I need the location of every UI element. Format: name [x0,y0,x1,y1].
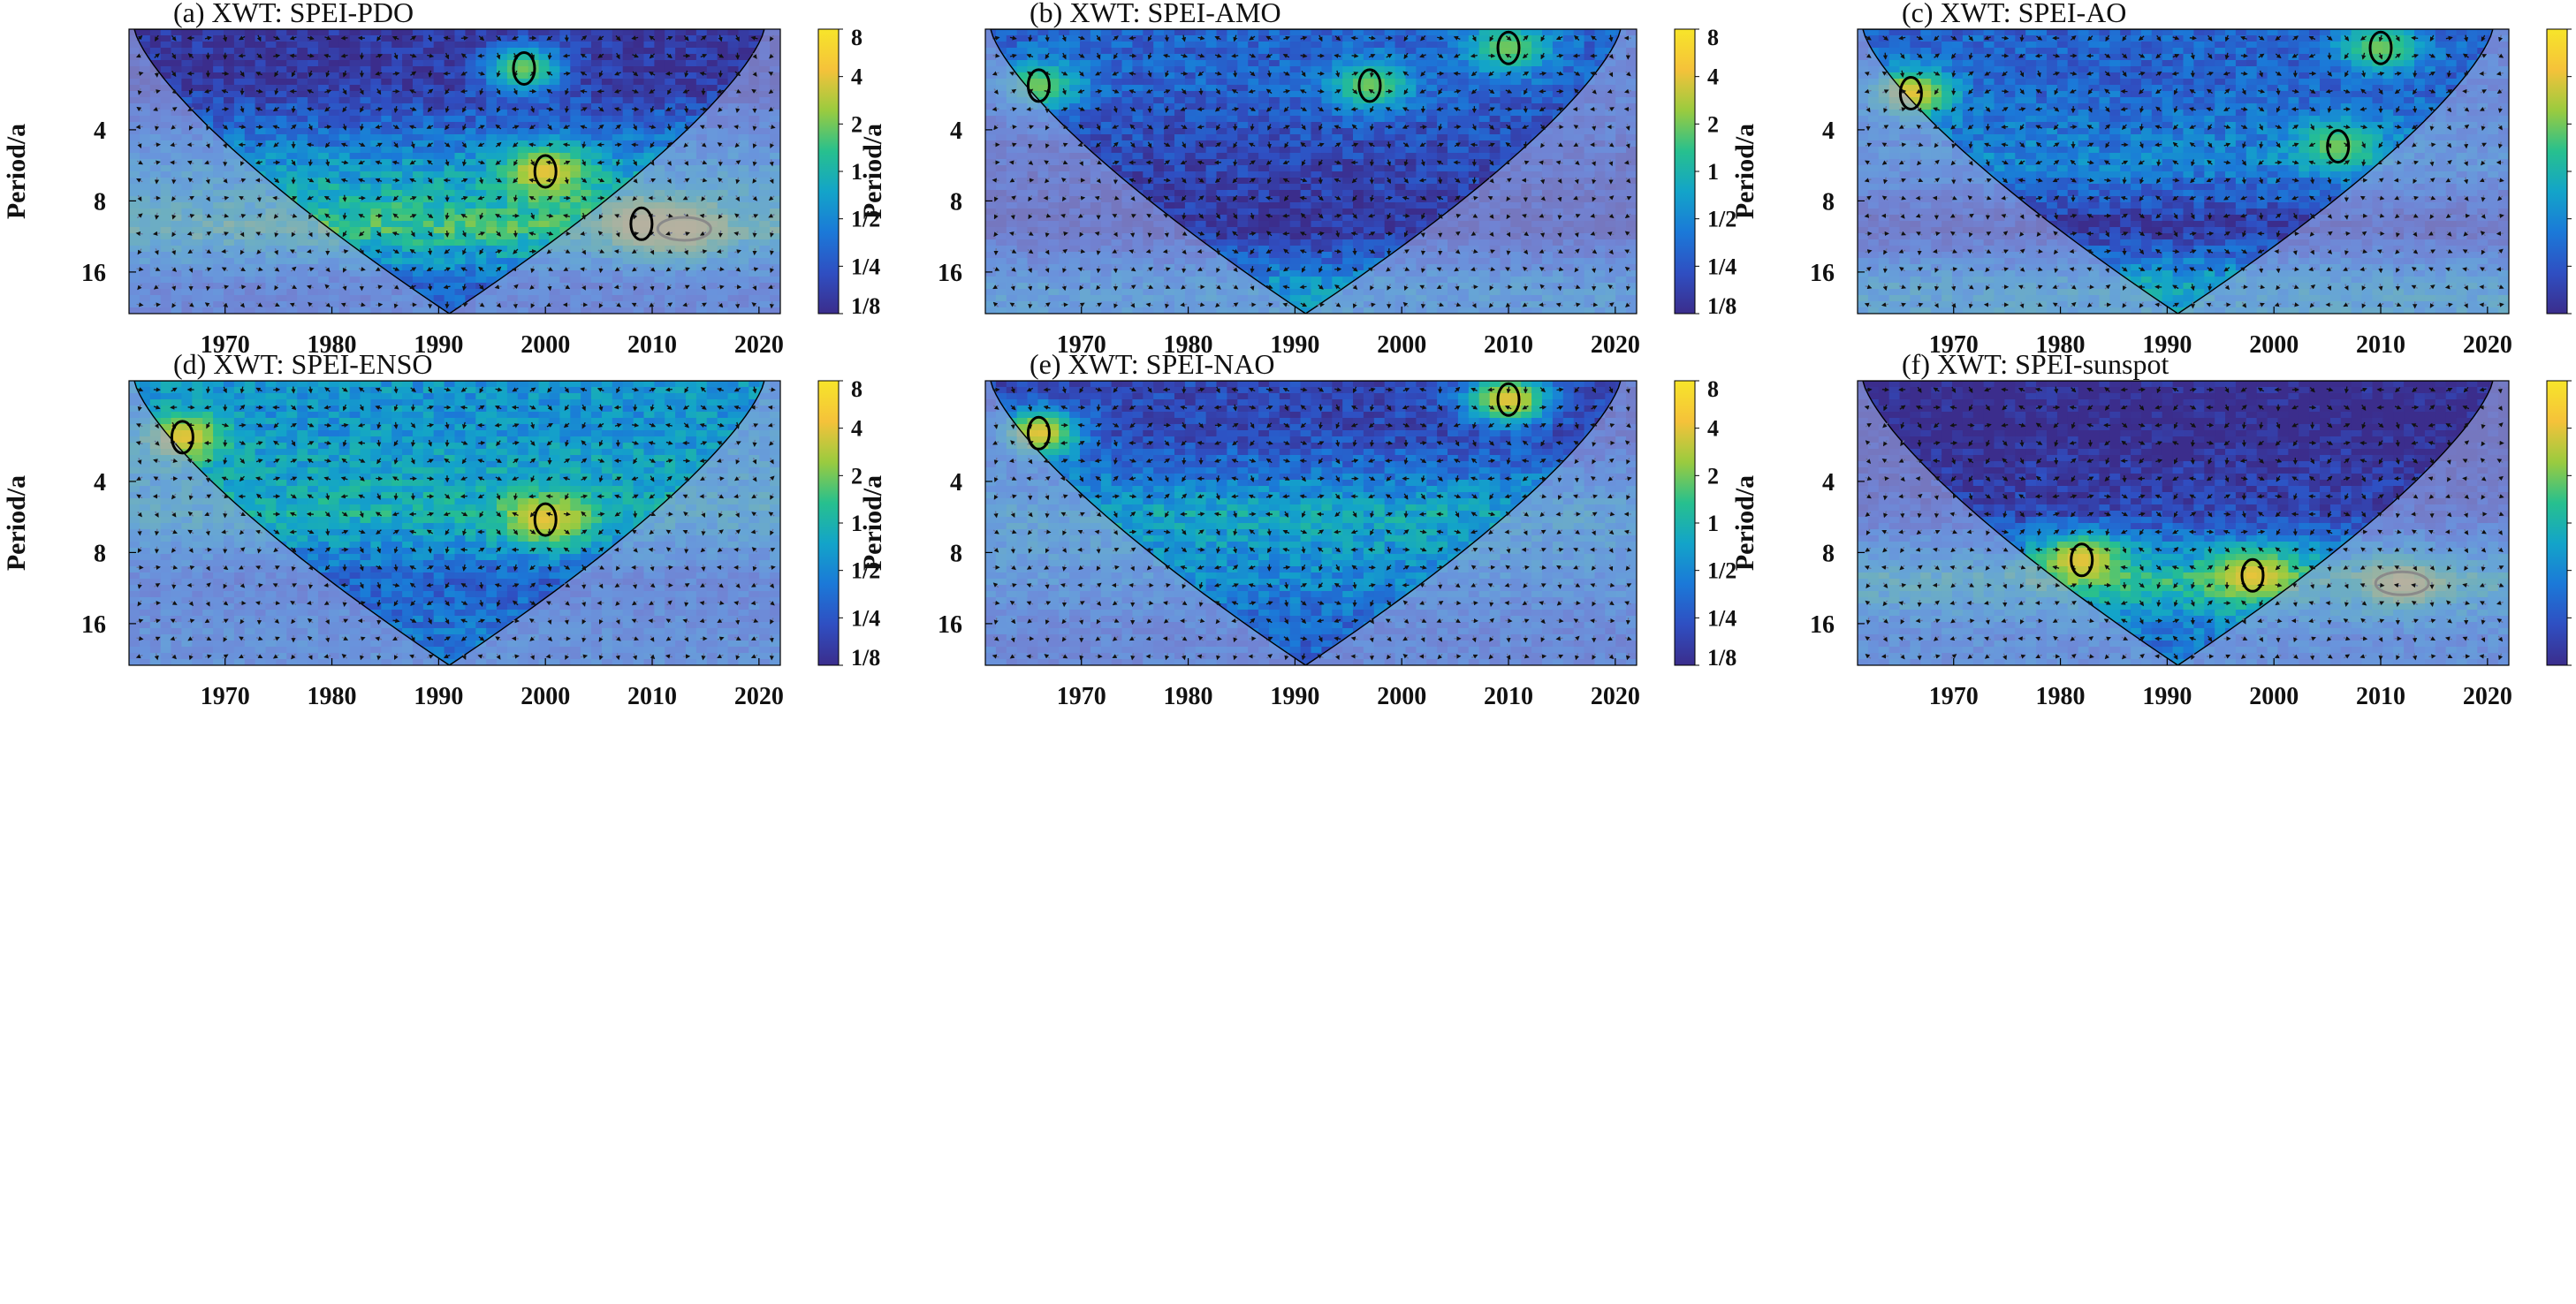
x-tick-label: 2020 [2463,331,2512,359]
x-tick-label: 1990 [1270,683,1319,710]
x-tick-label: 1990 [414,683,463,710]
x-tick-label: 2020 [1591,683,1640,710]
x-tick-label: 1970 [201,683,250,710]
colorbar [818,29,839,314]
x-tick-label: 2020 [734,683,784,710]
panel-title: (d) XWT: SPEI-ENSO [173,348,432,380]
x-tick-label: 2010 [2356,331,2405,359]
colorbar [2547,381,2567,665]
x-tick-label: 2010 [627,683,677,710]
x-tick-label: 2000 [1377,331,1426,359]
y-tick-label: 4 [94,469,106,497]
x-tick-label: 2010 [2356,683,2405,710]
colorbar-tick-label: 1/4 [851,605,880,631]
colorbar-tick-label: 8 [1707,376,1719,402]
colorbar-tick-label: 1/8 [851,645,880,671]
x-tick-label: 2010 [1484,331,1533,359]
colorbar-tick-label: 8 [1707,25,1719,50]
colorbar-tick-label: 1/8 [1707,293,1736,319]
colorbar-tick-label: 1/4 [851,254,880,279]
x-tick-label: 1980 [308,683,357,710]
y-tick-label: 4 [94,118,106,145]
colorbar-tick-label: 1/8 [1707,645,1736,671]
y-tick-label: 4 [1822,118,1835,145]
colorbar-tick-label: 8 [851,25,862,50]
colorbar-tick-label: 4 [851,64,862,90]
y-tick-label: 16 [1810,611,1835,639]
y-axis-label: Period/a [858,124,887,219]
y-tick-label: 8 [950,188,962,216]
x-tick-label: 1990 [1270,331,1319,359]
colorbar [1675,381,1695,665]
colorbar-tick-label: 4 [851,416,862,442]
x-tick-label: 2000 [521,331,570,359]
x-tick-label: 1970 [1057,683,1106,710]
colorbar-tick-label: 1/8 [851,293,880,319]
y-tick-label: 8 [94,540,106,567]
y-tick-label: 16 [81,260,106,287]
xwt-panel-6: (f) XWT: SPEI-sunspot Period/a 4 8 16 1970 198… [1730,348,2576,710]
y-tick-label: 8 [950,540,962,567]
y-tick-label: 8 [94,188,106,216]
y-tick-label: 16 [1810,260,1835,287]
colorbar-tick-label: 1 [1707,511,1719,536]
x-tick-label: 2020 [734,331,784,359]
y-tick-label: 4 [950,118,962,145]
colorbar [2547,29,2567,314]
xwt-panel-5: (e) XWT: SPEI-NAO Period/a 4 8 16 1970 1980 199… [858,348,1736,710]
panel-title: (e) XWT: SPEI-NAO [1030,348,1274,380]
x-tick-label: 2010 [1484,683,1533,710]
y-axis-label: Period/a [858,475,887,571]
colorbar-tick-label: 8 [851,376,862,402]
xwt-panel-4: (d) XWT: SPEI-ENSO Period/a 4 8 16 1970 1980 19… [2,348,880,710]
panel-title: (b) XWT: SPEI-AMO [1030,0,1281,28]
colorbar [1675,29,1695,314]
y-tick-label: 8 [1822,188,1835,216]
colorbar-tick-label: 4 [1707,64,1719,90]
y-axis-label: Period/a [2,475,31,571]
x-tick-label: 2020 [2463,683,2512,710]
colorbar-tick-label: 1/4 [1707,254,1736,279]
x-tick-label: 2020 [1591,331,1640,359]
x-tick-label: 2000 [2249,683,2299,710]
x-tick-label: 2010 [627,331,677,359]
colorbar [818,381,839,665]
panel-title: (a) XWT: SPEI-PDO [173,0,414,28]
y-tick-label: 8 [1822,540,1835,567]
x-tick-label: 2000 [1377,683,1426,710]
y-tick-label: 16 [938,611,962,639]
y-axis-label: Period/a [1730,124,1759,219]
colorbar-tick-label: 1/4 [1707,605,1736,631]
x-tick-label: 2000 [521,683,570,710]
colorbar-tick-label: 2 [1707,463,1719,489]
colorbar-tick-label: 2 [1707,111,1719,137]
x-tick-label: 1980 [2036,683,2086,710]
y-tick-label: 16 [81,611,106,639]
y-tick-label: 16 [938,260,962,287]
colorbar-tick-label: 4 [1707,416,1719,442]
panel-title: (c) XWT: SPEI-AO [1902,0,2126,28]
x-tick-label: 1970 [1929,683,1979,710]
y-tick-label: 4 [950,469,962,497]
y-tick-label: 4 [1822,469,1835,497]
panel-title: (f) XWT: SPEI-sunspot [1902,348,2169,380]
colorbar-tick-label: 1 [1707,159,1719,185]
y-axis-label: Period/a [2,124,31,219]
x-tick-label: 1990 [2142,683,2192,710]
x-tick-label: 2000 [2249,331,2299,359]
x-tick-label: 1980 [1164,683,1213,710]
y-axis-label: Period/a [1730,475,1759,571]
